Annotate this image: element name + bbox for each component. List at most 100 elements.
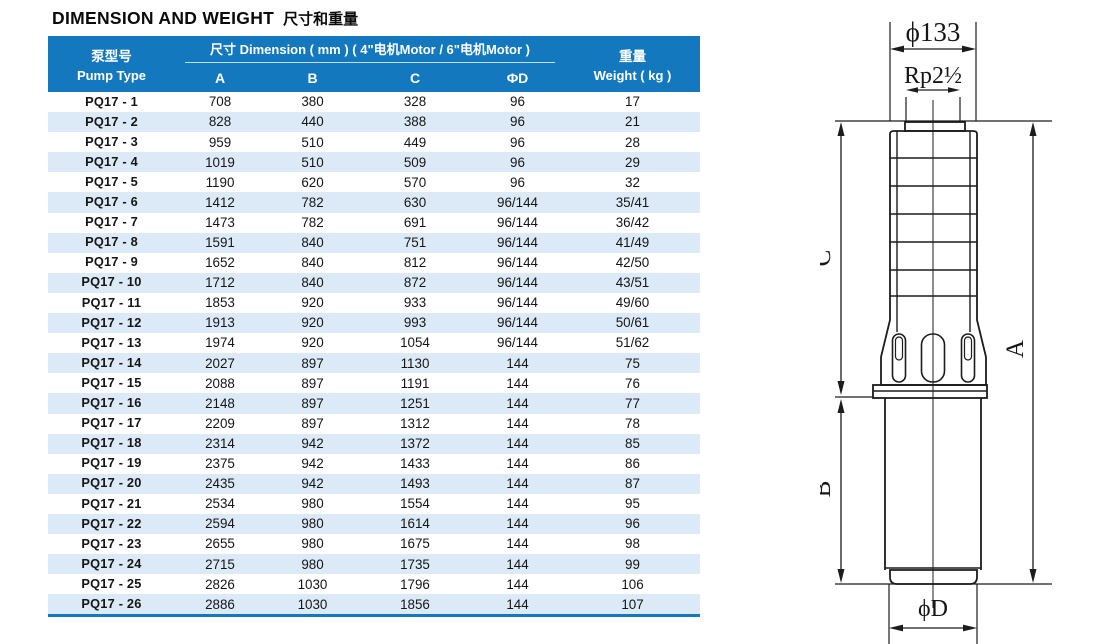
table-row: PQ17 - 24 2715 980 1735 144 99 bbox=[48, 554, 700, 575]
value-cell: 144 bbox=[506, 576, 529, 592]
pump-type-cell: PQ17 - 4 bbox=[85, 153, 138, 169]
table-row: PQ17 - 4 1019 510 509 96 29 bbox=[48, 152, 700, 173]
page-title-en: DIMENSION AND WEIGHT bbox=[52, 8, 275, 28]
discharge-flange bbox=[904, 121, 966, 132]
value-cell: 959 bbox=[208, 134, 232, 150]
value-cell: 2375 bbox=[205, 456, 235, 472]
value-cell: 35/41 bbox=[615, 194, 650, 210]
value-cell: 96/144 bbox=[497, 194, 538, 210]
value-cell: 75 bbox=[625, 355, 640, 371]
table-row: PQ17 - 22 2594 980 1614 144 96 bbox=[48, 513, 700, 535]
value-cell: 1030 bbox=[297, 596, 328, 612]
value-cell: 440 bbox=[301, 114, 324, 130]
value-cell: 2148 bbox=[205, 395, 235, 411]
table-row: PQ17 - 20 2435 942 1493 144 87 bbox=[48, 473, 700, 494]
value-cell: 980 bbox=[301, 516, 324, 532]
value-cell: 1712 bbox=[205, 275, 235, 291]
value-cell: 96/144 bbox=[497, 315, 538, 331]
value-cell: 897 bbox=[301, 355, 324, 371]
value-cell: 96/144 bbox=[497, 335, 538, 351]
value-cell: 897 bbox=[301, 375, 324, 391]
motor-body bbox=[884, 398, 982, 570]
value-cell: 509 bbox=[403, 154, 427, 170]
value-cell: 96/144 bbox=[497, 235, 538, 250]
table-row: PQ17 - 2 828 440 388 96 21 bbox=[48, 112, 700, 133]
dimension-lines bbox=[840, 48, 1034, 629]
value-cell: 691 bbox=[403, 214, 427, 230]
value-cell: 897 bbox=[301, 395, 324, 411]
value-cell: 840 bbox=[301, 255, 324, 271]
dim-c-label: C bbox=[820, 250, 836, 267]
pump-type-cell: PQ17 - 20 bbox=[81, 475, 142, 491]
value-cell: 920 bbox=[301, 335, 324, 351]
value-cell: 708 bbox=[208, 94, 232, 110]
value-cell: 144 bbox=[506, 415, 529, 431]
value-cell: 29 bbox=[625, 154, 640, 170]
value-cell: 920 bbox=[301, 315, 324, 331]
table-row: PQ17 - 6 1412 782 630 96/144 35/41 bbox=[48, 192, 700, 213]
reference-lines bbox=[835, 22, 1052, 644]
col-header-pump-type-en: Pump Type bbox=[76, 68, 147, 83]
value-cell: 144 bbox=[506, 536, 529, 552]
value-cell: 144 bbox=[506, 375, 529, 391]
value-cell: 78 bbox=[625, 415, 640, 431]
value-cell: 812 bbox=[403, 255, 427, 271]
value-cell: 96 bbox=[510, 154, 525, 170]
pump-outline bbox=[872, 121, 988, 585]
value-cell: 897 bbox=[301, 415, 324, 431]
value-cell: 2435 bbox=[205, 476, 235, 492]
dimension-table: 泵型号 Pump Type 尺寸 Dimension ( mm ) ( 4"电机… bbox=[48, 36, 700, 618]
col-header-weight-en: Weight ( kg ) bbox=[593, 68, 672, 83]
page-title-zh: 尺寸和重量 bbox=[283, 11, 359, 28]
pump-type-cell: PQ17 - 3 bbox=[85, 133, 138, 149]
value-cell: 449 bbox=[403, 134, 427, 150]
table-row: PQ17 - 21 2534 980 1554 144 95 bbox=[48, 494, 700, 514]
value-cell: 32 bbox=[625, 174, 640, 190]
value-cell: 993 bbox=[403, 315, 427, 331]
value-cell: 99 bbox=[625, 556, 640, 572]
col-header-pump-type: 泵型号 Pump Type bbox=[48, 36, 175, 92]
value-cell: 28 bbox=[625, 134, 640, 150]
value-cell: 1974 bbox=[205, 335, 235, 351]
pump-type-cell: PQ17 - 17 bbox=[81, 415, 142, 431]
value-cell: 96/144 bbox=[497, 275, 538, 291]
value-cell: 782 bbox=[301, 194, 324, 210]
value-cell: 96 bbox=[510, 134, 525, 150]
table-header: 泵型号 Pump Type 尺寸 Dimension ( mm ) ( 4"电机… bbox=[48, 36, 700, 92]
col-header-weight: 重量 Weight ( kg ) bbox=[565, 36, 700, 92]
value-cell: 1251 bbox=[400, 395, 430, 411]
value-cell: 1372 bbox=[400, 435, 430, 451]
value-cell: 1554 bbox=[400, 496, 430, 512]
pump-type-cell: PQ17 - 22 bbox=[81, 515, 142, 531]
value-cell: 840 bbox=[301, 235, 324, 250]
intake-slots bbox=[891, 333, 976, 383]
value-cell: 51/62 bbox=[615, 335, 650, 351]
col-header-dimension-group: 尺寸 Dimension ( mm ) ( 4"电机Motor / 6"电机Mo… bbox=[175, 36, 565, 92]
pump-type-cell: PQ17 - 2 bbox=[85, 113, 138, 129]
col-header-dimension-subcolumns: A B C ΦD bbox=[175, 63, 565, 92]
value-cell: 1130 bbox=[400, 355, 430, 371]
table-row: PQ17 - 16 2148 897 1251 144 77 bbox=[48, 393, 700, 414]
pump-type-cell: PQ17 - 18 bbox=[81, 435, 142, 451]
pump-type-cell: PQ17 - 26 bbox=[81, 595, 142, 611]
table-row: PQ17 - 5 1190 620 570 96 32 bbox=[48, 172, 700, 192]
pump-type-cell: PQ17 - 1 bbox=[85, 93, 138, 109]
value-cell: 380 bbox=[301, 94, 324, 110]
value-cell: 144 bbox=[506, 516, 529, 532]
value-cell: 96/144 bbox=[497, 255, 538, 271]
value-cell: 630 bbox=[403, 194, 427, 210]
value-cell: 388 bbox=[403, 114, 427, 130]
dim-top-diameter-label: ϕ133 bbox=[906, 17, 961, 47]
value-cell: 1190 bbox=[205, 174, 235, 190]
value-cell: 144 bbox=[506, 596, 529, 612]
value-cell: 96/144 bbox=[497, 295, 538, 311]
motor-end-cap bbox=[889, 569, 978, 585]
value-cell: 2534 bbox=[205, 496, 235, 512]
value-cell: 2314 bbox=[205, 435, 235, 451]
value-cell: 1412 bbox=[205, 194, 235, 210]
stage-lines bbox=[890, 157, 977, 297]
value-cell: 87 bbox=[625, 476, 640, 492]
value-cell: 36/42 bbox=[615, 214, 650, 230]
value-cell: 106 bbox=[621, 576, 644, 592]
value-cell: 2655 bbox=[205, 536, 235, 552]
